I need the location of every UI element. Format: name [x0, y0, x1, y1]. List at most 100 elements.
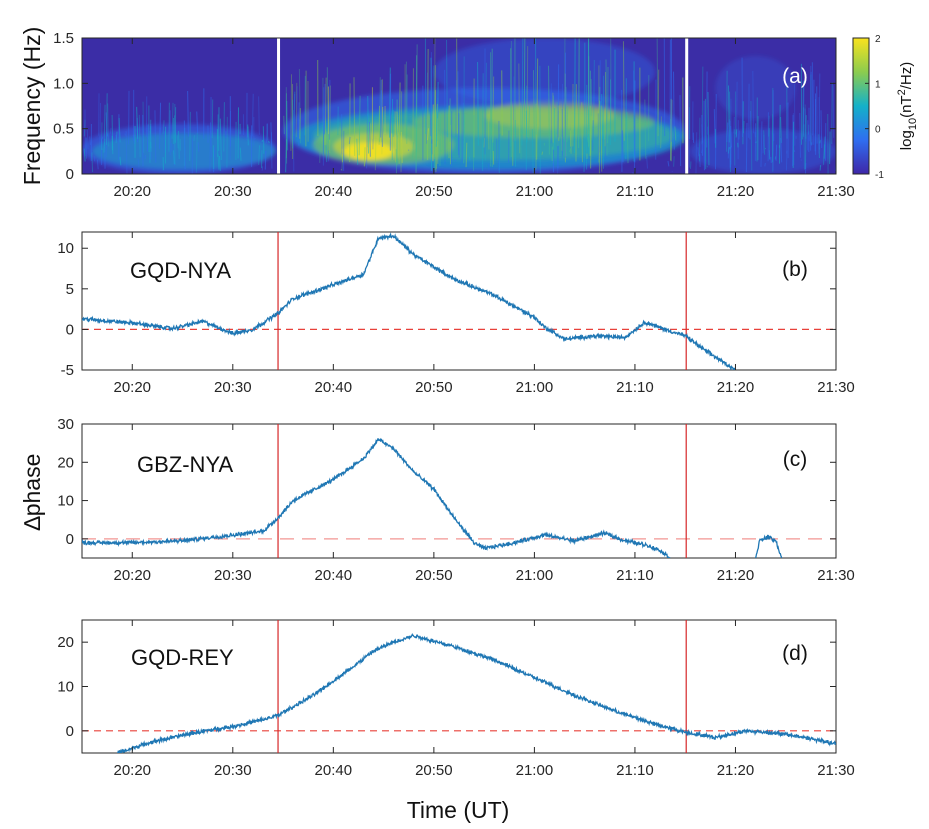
intensity-streak — [439, 114, 442, 166]
intensity-streak — [83, 119, 86, 137]
intensity-streak — [106, 132, 109, 137]
intensity-streak — [247, 124, 249, 146]
intensity-streak — [239, 147, 242, 161]
intensity-streak — [158, 127, 161, 149]
intensity-streak — [446, 39, 448, 138]
intensity-streak — [519, 102, 522, 159]
intensity-streak — [172, 150, 175, 165]
intensity-streak — [115, 131, 118, 143]
panel-label-b: (b) — [782, 258, 808, 281]
intensity-streak — [512, 76, 515, 142]
intensity-streak — [566, 105, 569, 143]
intensity-streak — [729, 147, 732, 149]
intensity-streak — [548, 65, 550, 155]
intensity-streak — [592, 59, 595, 143]
colorbar-tick-label: 0 — [875, 125, 881, 136]
intensity-streak — [254, 138, 256, 140]
intensity-streak — [441, 131, 444, 155]
intensity-streak — [526, 46, 529, 138]
intensity-streak — [818, 97, 821, 150]
intensity-streak — [99, 102, 102, 148]
intensity-streak — [600, 105, 603, 172]
intensity-streak — [557, 64, 560, 169]
x-tick-label: 20:20 — [113, 567, 151, 584]
axis-ticks: 20:20 20:30 20:40 20:50 21:00 21:10 21:20 21:30… — [57, 416, 854, 584]
intensity-streak — [326, 67, 329, 144]
y-tick-label: 20 — [57, 454, 74, 471]
intensity-streak — [162, 120, 165, 135]
intensity-streak — [177, 130, 180, 160]
axis-ticks: 20:20 20:30 20:40 20:50 21:00 21:10 21:20 21:30… — [53, 30, 855, 200]
intensity-streak — [84, 137, 87, 157]
intensity-patch — [484, 101, 615, 129]
intensity-streak — [137, 159, 140, 168]
intensity-streak — [670, 98, 672, 161]
intensity-streak — [416, 44, 418, 153]
intensity-streak — [86, 127, 89, 150]
intensity-streak — [380, 79, 382, 138]
intensity-streak — [348, 136, 351, 145]
intensity-streak — [707, 92, 710, 166]
intensity-streak — [772, 90, 775, 142]
intensity-streak — [268, 140, 270, 144]
panel-label-d: (d) — [782, 642, 808, 665]
y-tick-label: 10 — [57, 679, 74, 696]
data-gap-line — [277, 38, 281, 174]
y-tick-label: 10 — [57, 493, 74, 510]
intensity-streak — [779, 104, 781, 164]
intensity-streak — [109, 127, 112, 134]
intensity-streak — [115, 134, 118, 143]
intensity-streak — [258, 96, 260, 135]
intensity-streak — [729, 91, 731, 173]
intensity-streak — [171, 102, 174, 139]
intensity-streak — [730, 125, 733, 148]
colorbar: 210-1 log10(nT2/Hz) — [852, 34, 919, 181]
intensity-streak — [299, 108, 301, 139]
intensity-streak — [818, 134, 820, 159]
intensity-streak — [804, 108, 807, 142]
intensity-streak — [603, 126, 606, 140]
series-line-gqd-rey — [117, 633, 836, 753]
intensity-streak — [768, 150, 771, 160]
intensity-streak — [193, 135, 195, 141]
intensity-streak — [105, 136, 108, 158]
intensity-streak — [223, 102, 225, 152]
x-tick-label: 21:30 — [817, 567, 855, 584]
intensity-streak — [775, 144, 778, 161]
intensity-streak — [379, 77, 381, 142]
intensity-streak — [590, 79, 593, 141]
intensity-streak — [358, 95, 361, 156]
axis-ticks: 20:20 20:30 20:40 20:50 21:00 21:10 21:20 21:30… — [57, 232, 855, 396]
intensity-streak — [646, 155, 648, 169]
intensity-streak — [138, 114, 141, 158]
intensity-streak — [660, 116, 662, 149]
intensity-streak — [430, 57, 433, 171]
x-tick-label: 20:40 — [315, 183, 353, 200]
intensity-streak — [103, 104, 106, 140]
intensity-streak — [125, 131, 128, 174]
x-tick-label: 21:20 — [717, 183, 755, 200]
intensity-streak — [626, 112, 629, 164]
y-tick-label: 0 — [66, 321, 74, 338]
intensity-streak — [292, 110, 295, 172]
event-lines — [277, 424, 687, 558]
intensity-streak — [605, 105, 608, 159]
intensity-streak — [396, 111, 399, 136]
intensity-streak — [433, 65, 436, 169]
x-tick-label: 20:50 — [415, 183, 453, 200]
intensity-streak — [96, 159, 99, 170]
intensity-streak — [483, 137, 486, 148]
x-tick-label: 21:20 — [717, 762, 755, 779]
x-tick-label: 21:00 — [516, 567, 554, 584]
intensity-streak — [154, 110, 157, 163]
intensity-streak — [804, 104, 807, 139]
intensity-streak — [329, 85, 331, 153]
intensity-streak — [136, 106, 139, 139]
intensity-streak — [713, 109, 716, 144]
data-gap-line — [685, 38, 689, 174]
intensity-streak — [322, 115, 325, 155]
x-tick-label: 20:20 — [113, 183, 151, 200]
x-tick-label: 21:10 — [616, 379, 654, 396]
intensity-streak — [598, 86, 601, 147]
intensity-streak — [673, 71, 675, 150]
